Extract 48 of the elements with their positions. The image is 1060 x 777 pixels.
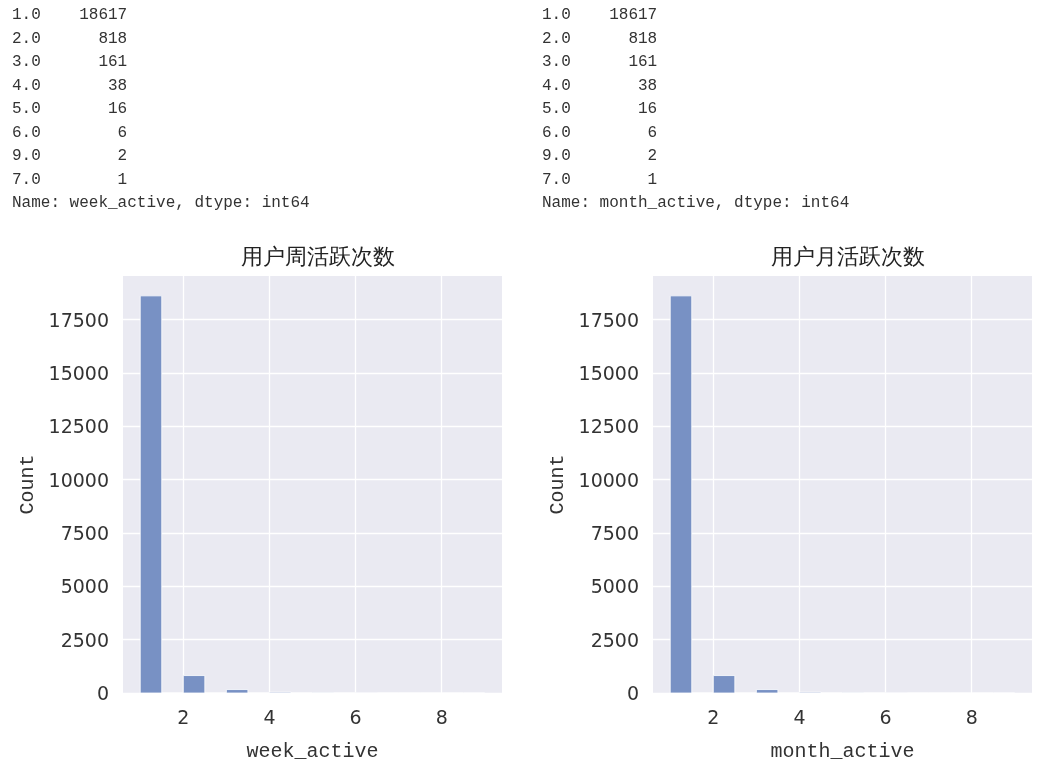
y-tick-label: 5000 xyxy=(590,575,639,598)
x-axis-title: week_active xyxy=(246,739,379,763)
y-tick-label: 10000 xyxy=(578,468,639,491)
y-tick-label: 15000 xyxy=(48,362,109,385)
y-tick-label: 17500 xyxy=(578,308,639,331)
x-tick-label: 8 xyxy=(965,705,978,728)
y-tick-label: 0 xyxy=(626,682,639,704)
text: 2.0 818 xyxy=(542,29,658,48)
y-tick-label: 12500 xyxy=(578,415,639,438)
text: 7.0 1 xyxy=(12,170,128,189)
text: 9.0 2 xyxy=(12,147,128,165)
y-tick-label: 10000 xyxy=(48,468,109,491)
x-tick-label: 4 xyxy=(263,705,276,728)
x-tick-label: 6 xyxy=(349,705,362,728)
text: 2.0 818 xyxy=(12,29,128,48)
y-tick-label: 7500 xyxy=(590,522,639,545)
x-tick-label: 8 xyxy=(435,705,448,728)
text: Name: month_active, dtype: int64 xyxy=(542,194,850,212)
y-axis-title: Count xyxy=(16,454,40,515)
text: 1.0 18617 xyxy=(12,6,128,24)
y-tick-label: 0 xyxy=(96,682,109,704)
y-axis-title: Count xyxy=(546,454,570,515)
x-tick-label: 6 xyxy=(879,705,892,728)
x-axis-title: month_active xyxy=(770,739,915,763)
text: 6.0 6 xyxy=(542,123,658,142)
x-tick-label: 2 xyxy=(707,705,720,728)
chart-title: 用户月活跃次数 xyxy=(771,243,925,269)
text: 5.0 16 xyxy=(542,100,658,118)
text: 9.0 2 xyxy=(542,147,658,165)
y-tick-label: 7500 xyxy=(60,522,109,545)
text: 3.0 161 xyxy=(12,53,128,71)
y-tick-label: 15000 xyxy=(578,362,639,385)
text: 4.0 38 xyxy=(12,76,128,95)
text: 6.0 6 xyxy=(12,123,128,142)
y-tick-label: 2500 xyxy=(590,628,639,651)
x-tick-label: 4 xyxy=(793,705,806,728)
chart-title: 用户周活跃次数 xyxy=(241,243,395,269)
text: 1.0 18617 xyxy=(542,6,658,24)
y-tick-label: 17500 xyxy=(48,308,109,331)
y-tick-label: 2500 xyxy=(60,628,109,651)
text: 3.0 161 xyxy=(542,53,658,71)
text: 5.0 16 xyxy=(12,100,128,118)
y-tick-label: 5000 xyxy=(60,575,109,598)
text: Name: week_active, dtype: int64 xyxy=(12,194,310,212)
text: 7.0 1 xyxy=(542,170,658,189)
x-tick-label: 2 xyxy=(177,705,190,728)
y-tick-label: 12500 xyxy=(48,415,109,438)
text: 4.0 38 xyxy=(542,76,658,95)
